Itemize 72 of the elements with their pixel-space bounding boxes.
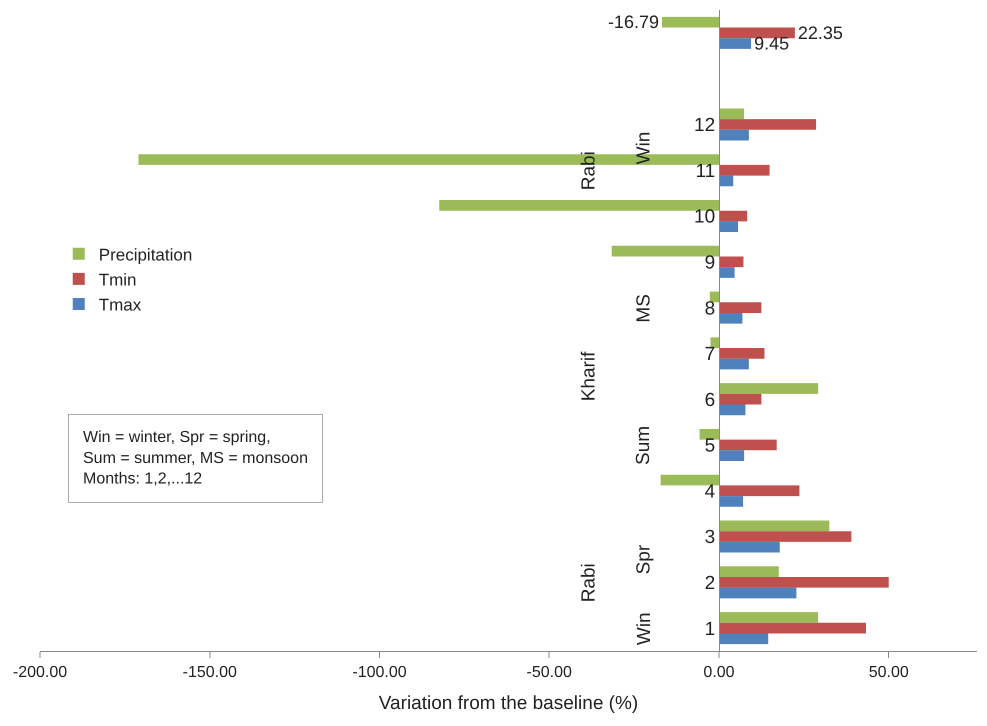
bar [718,383,818,394]
y-tick-label: 12 [694,115,716,136]
bar [718,531,852,542]
annotation: Win [634,612,655,646]
y-tick-label: 10 [694,206,716,228]
y-tick-label: 7 [704,344,716,366]
bar [718,210,748,222]
x-tick-label: -50.00 [526,664,572,682]
x-tick-label: -150.00 [182,664,237,682]
bar [718,164,770,176]
bar [718,440,777,450]
bar [718,312,742,324]
annotation: Kharif [578,350,600,402]
y-tick-label: 11 [695,160,716,182]
bar [662,16,719,28]
bar [718,28,795,38]
y-tick-label: 4 [704,481,716,502]
annotation: Rabi [578,151,600,190]
data-label: 9.45 [754,34,790,54]
x-tick-label: 0.00 [703,664,735,682]
bar [718,633,768,644]
bar [718,119,816,130]
bar [718,450,744,461]
x-tick-label: -100.00 [352,664,407,682]
annotation: Win [634,132,655,164]
bar [718,496,744,507]
bar [439,200,719,211]
bar [718,612,818,623]
x-tick-label: 50.00 [868,664,909,682]
bar [660,474,719,486]
legend-label: Precipitation [98,245,192,264]
annotation: MS [633,294,654,323]
bar [718,256,744,268]
y-tick-label: 9 [704,252,716,274]
y-tick-label: 3 [704,527,716,548]
legend-label: Tmax [98,296,142,315]
bar [718,588,796,598]
bar [718,176,734,186]
y-tick-label: 1 [704,618,716,640]
bar [718,108,744,120]
bar [718,566,779,577]
legend-label: Tmin [98,270,137,290]
annotation: Spr [634,544,655,574]
bar [612,246,719,256]
y-tick-label: 8 [704,298,716,320]
bar [718,542,780,553]
data-label: 22.35 [798,22,843,43]
bar [700,428,719,440]
y-tick-label: 6 [704,390,716,411]
annotation: Rabi [578,563,600,602]
bar [710,292,719,302]
bar [710,337,719,348]
bar [718,221,738,232]
bar [718,348,764,359]
bar [718,576,889,588]
annotation: Win = winter, Spr = spring, Sum = summer, MS = monsoon Months: 1,2,...12 [83,429,308,488]
bar [718,394,762,405]
bar [718,404,746,416]
bar [718,622,866,634]
bar [718,267,735,278]
bar [718,485,800,496]
x-tick-label: -200.00 [12,664,68,682]
bar [718,130,749,140]
bar [718,302,762,313]
x-axis-title: Variation from the baseline (%) [378,693,638,714]
y-tick-label: 2 [704,572,716,594]
annotation: Sum [633,426,654,465]
data-label: -16.79 [608,12,659,32]
bar [718,358,749,370]
bar [718,38,752,49]
bar [718,520,830,532]
y-tick-label: 5 [704,436,716,457]
